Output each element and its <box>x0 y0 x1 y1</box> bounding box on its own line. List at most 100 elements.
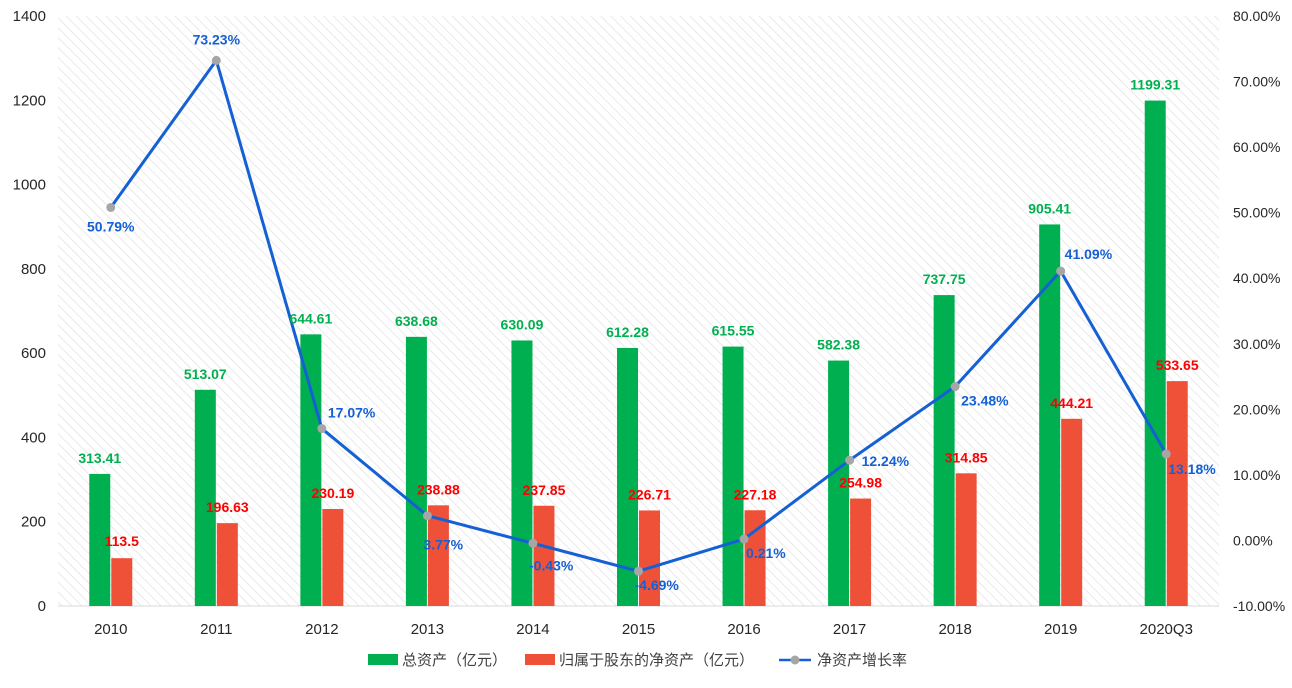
data-label-growth-rate: 12.24% <box>862 453 910 469</box>
left-y-axis: 0 200 400 600 800 1000 1200 1400 <box>13 8 46 615</box>
growth-rate-point <box>528 538 538 548</box>
data-label-net-assets: 196.63 <box>206 499 249 515</box>
data-label-growth-rate: 50.79% <box>87 218 135 234</box>
data-label-net-assets: 238.88 <box>417 481 460 497</box>
data-label-net-assets: 314.85 <box>945 449 988 465</box>
y-left-tick-label: 0 <box>38 598 46 615</box>
bar-total-assets <box>722 346 744 606</box>
data-label-growth-rate: 17.07% <box>328 405 376 421</box>
growth-rate-point <box>739 534 749 544</box>
bar-net-assets <box>1061 418 1083 606</box>
data-label-net-assets: 444.21 <box>1050 395 1093 411</box>
legend-item-total-assets: 总资产（亿元） <box>368 652 507 669</box>
x-tick-label: 2017 <box>833 621 866 638</box>
bar-total-assets <box>617 347 638 606</box>
data-label-growth-rate: -0.43% <box>529 557 574 573</box>
data-label-total-assets: 582.38 <box>817 337 860 353</box>
legend-item-growth-rate: 净资产增长率 <box>779 652 907 669</box>
legend-swatch-total-assets <box>368 654 398 665</box>
legend-marker-growth <box>790 655 800 665</box>
bar-net-assets <box>111 558 133 606</box>
growth-rate-point <box>1161 449 1171 459</box>
y-right-tick-label: 20.00% <box>1233 401 1280 417</box>
data-label-total-assets: 513.07 <box>184 366 227 382</box>
legend: 总资产（亿元） 归属于股东的净资产（亿元） 净资产增长率 <box>368 652 907 669</box>
x-tick-label: 2020Q3 <box>1140 621 1193 638</box>
y-left-tick-label: 400 <box>21 429 46 446</box>
data-label-net-assets: 533.65 <box>1156 357 1199 373</box>
growth-rate-point <box>950 382 960 392</box>
y-right-tick-label: 80.00% <box>1233 8 1280 24</box>
data-label-total-assets: 612.28 <box>606 324 649 340</box>
y-left-tick-label: 1000 <box>13 177 46 194</box>
y-right-tick-label: 50.00% <box>1233 205 1280 221</box>
growth-rate-point <box>634 566 643 576</box>
data-label-total-assets: 630.09 <box>501 316 544 332</box>
bar-net-assets <box>1166 381 1188 606</box>
x-tick-label: 2015 <box>622 621 655 638</box>
bar-net-assets <box>955 473 977 606</box>
data-label-total-assets: 615.55 <box>712 323 755 339</box>
x-tick-label: 2011 <box>200 621 232 638</box>
legend-label-total-assets: 总资产（亿元） <box>402 652 507 669</box>
y-right-tick-label: 70.00% <box>1233 74 1280 90</box>
data-labels-group: 313.41 113.5 513.07 196.63 644.61 230.19 638.6… <box>78 31 1216 593</box>
growth-rate-point <box>1056 266 1066 276</box>
data-label-total-assets: 638.68 <box>395 313 438 329</box>
bar-net-assets <box>639 510 660 606</box>
x-axis: 2010 2011 2012 2013 2014 2015 2016 2017 2018 2019… <box>94 621 1193 638</box>
growth-rate-point <box>845 455 855 465</box>
growth-rate-point <box>106 202 116 212</box>
bar-net-assets <box>322 508 344 606</box>
y-right-tick-label: 10.00% <box>1233 467 1280 483</box>
legend-label-growth-rate: 净资产增长率 <box>817 652 907 669</box>
y-left-tick-label: 600 <box>21 345 46 362</box>
x-tick-label: 2010 <box>94 621 127 638</box>
data-label-growth-rate: 23.48% <box>961 393 1009 409</box>
y-right-tick-label: 0.00% <box>1233 532 1273 548</box>
bar-total-assets <box>1039 224 1061 606</box>
legend-swatch-net-assets <box>525 654 555 665</box>
bar-total-assets <box>300 334 322 606</box>
bar-net-assets <box>850 498 872 606</box>
x-tick-label: 2012 <box>305 621 338 638</box>
data-label-growth-rate: -4.69% <box>635 577 680 593</box>
data-label-total-assets: 905.41 <box>1028 200 1071 216</box>
bar-net-assets <box>216 523 238 606</box>
data-label-total-assets: 313.41 <box>78 450 121 466</box>
data-label-net-assets: 226.71 <box>628 486 671 502</box>
bar-net-assets <box>427 505 449 606</box>
data-label-net-assets: 237.85 <box>523 482 566 498</box>
x-tick-label: 2014 <box>516 621 549 638</box>
data-label-growth-rate: 13.18% <box>1168 461 1216 477</box>
bar-net-assets <box>533 505 555 606</box>
growth-rate-point <box>422 511 432 521</box>
x-tick-label: 2016 <box>727 621 760 638</box>
bars-group <box>89 100 1188 606</box>
right-y-axis: -10.00% 0.00% 10.00% 20.00% 30.00% 40.00% 50.0… <box>1233 8 1285 614</box>
data-label-net-assets: 113.5 <box>105 533 139 549</box>
bar-total-assets <box>89 473 111 606</box>
y-left-tick-label: 1200 <box>13 92 46 109</box>
bar-total-assets <box>405 336 427 606</box>
bar-total-assets <box>828 360 850 606</box>
data-label-total-assets: 644.61 <box>289 310 332 326</box>
x-tick-label: 2019 <box>1044 621 1077 638</box>
y-left-tick-label: 200 <box>21 514 46 531</box>
growth-rate-point <box>317 424 327 434</box>
y-right-tick-label: 60.00% <box>1233 139 1280 155</box>
data-label-total-assets: 737.75 <box>923 271 966 287</box>
data-label-net-assets: 227.18 <box>734 486 777 502</box>
data-label-growth-rate: 3.77% <box>423 537 463 553</box>
data-label-net-assets: 254.98 <box>839 475 882 491</box>
y-right-tick-label: 40.00% <box>1233 270 1280 286</box>
y-left-tick-label: 1400 <box>13 8 46 25</box>
data-label-growth-rate: 0.21% <box>746 545 786 561</box>
growth-line-group <box>106 55 1171 576</box>
legend-item-net-assets: 归属于股东的净资产（亿元） <box>525 652 754 669</box>
x-tick-label: 2013 <box>411 621 444 638</box>
bar-total-assets <box>194 389 216 606</box>
y-right-tick-label: 30.00% <box>1233 336 1280 352</box>
